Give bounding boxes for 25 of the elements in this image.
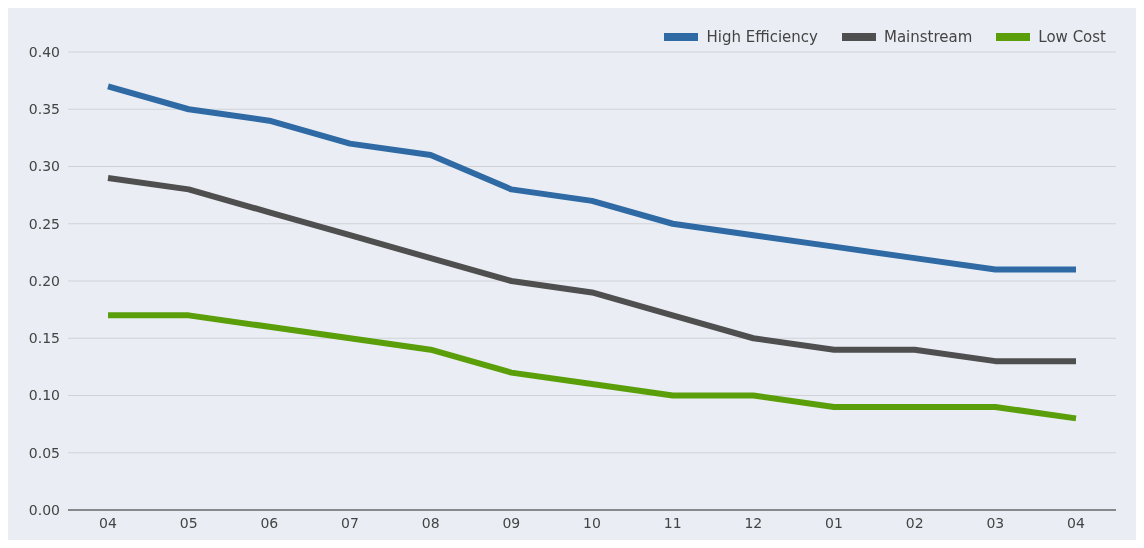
x-tick-label: 03 [986,514,1005,531]
x-tick-label: 07 [341,514,359,531]
y-tick-label: 0.15 [28,330,60,347]
y-tick-label: 0.30 [28,158,60,175]
y-tick-label: 0.10 [28,387,60,404]
x-tick-label: 04 [99,514,117,531]
x-tick-label: 05 [179,514,198,531]
y-tick-label: 0.35 [28,101,60,118]
y-tick-label: 0.40 [28,43,60,60]
x-tick-label: 08 [421,514,440,531]
legend-label: Mainstream [883,28,973,46]
x-tick-label: 11 [663,514,682,531]
legend-label: High Efficiency [706,28,818,46]
legend-label: Low Cost [1038,28,1106,46]
x-tick-label: 09 [502,514,521,531]
x-tick-label: 10 [583,514,601,531]
x-tick-label: 02 [905,514,924,531]
y-tick-label: 0.20 [28,272,60,289]
x-tick-label: 04 [1067,514,1085,531]
y-tick-label: 0.25 [28,215,60,232]
y-tick-label: 0.00 [28,501,60,518]
x-tick-label: 01 [825,514,843,531]
y-tick-label: 0.05 [28,444,60,461]
x-tick-label: 12 [744,514,763,531]
x-tick-label: 06 [260,514,279,531]
